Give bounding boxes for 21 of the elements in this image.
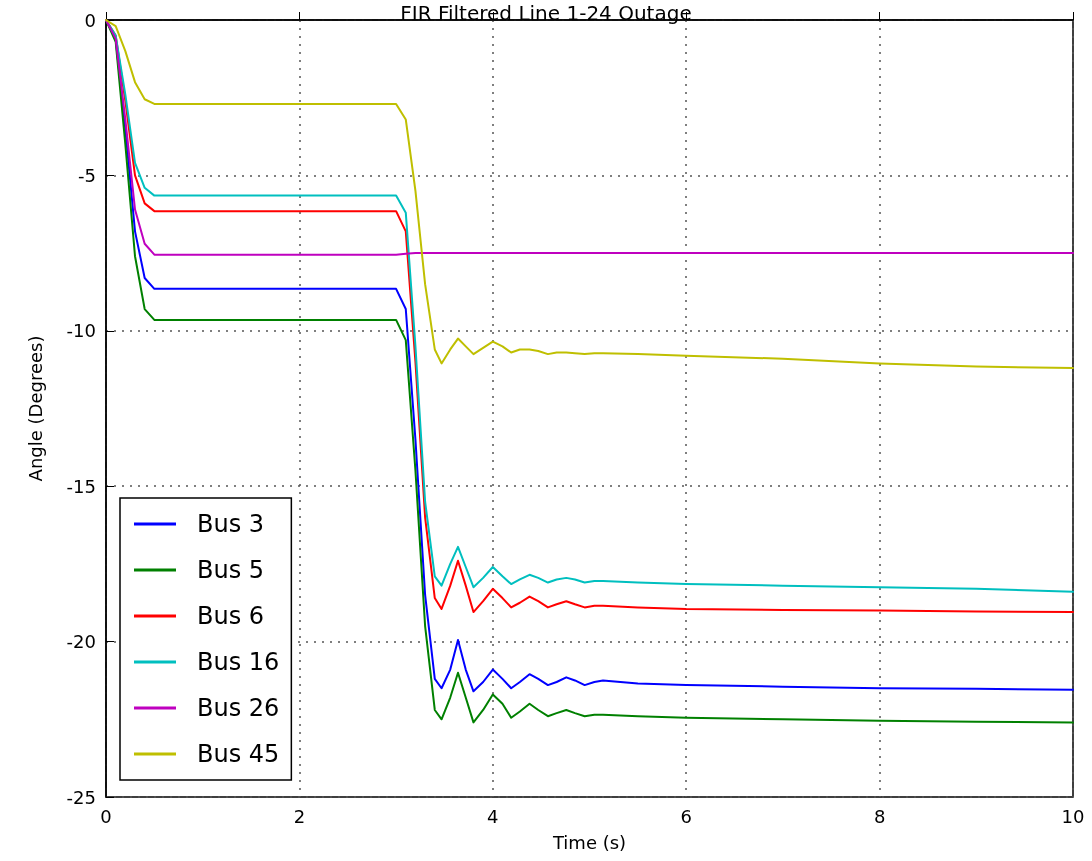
legend-label: Bus 6 <box>197 602 265 630</box>
x-tick-label: 0 <box>100 805 112 827</box>
y-tick-label: -5 <box>78 164 96 186</box>
legend-label: Bus 3 <box>197 510 265 538</box>
legend-label: Bus 16 <box>197 648 280 676</box>
x-tick-label: 6 <box>680 805 692 827</box>
legend-label: Bus 26 <box>197 694 280 722</box>
x-tick-label: 10 <box>1061 805 1085 827</box>
y-tick-label: -15 <box>66 475 96 497</box>
x-axis-title: Time (s) <box>551 831 627 853</box>
legend-label: Bus 45 <box>197 740 280 768</box>
chart-title: FIR Filtered Line 1-24 Outage <box>400 1 692 25</box>
y-tick-label: -20 <box>66 631 96 653</box>
y-tick-label: 0 <box>84 9 96 31</box>
y-axis-title: Angle (Degrees) <box>24 335 46 482</box>
x-tick-label: 4 <box>487 805 499 827</box>
y-tick-label: -25 <box>66 786 96 808</box>
x-tick-label: 2 <box>293 805 306 827</box>
y-tick-label: -10 <box>66 320 96 342</box>
x-tick-label: 8 <box>873 805 886 827</box>
legend-label: Bus 5 <box>197 556 265 584</box>
